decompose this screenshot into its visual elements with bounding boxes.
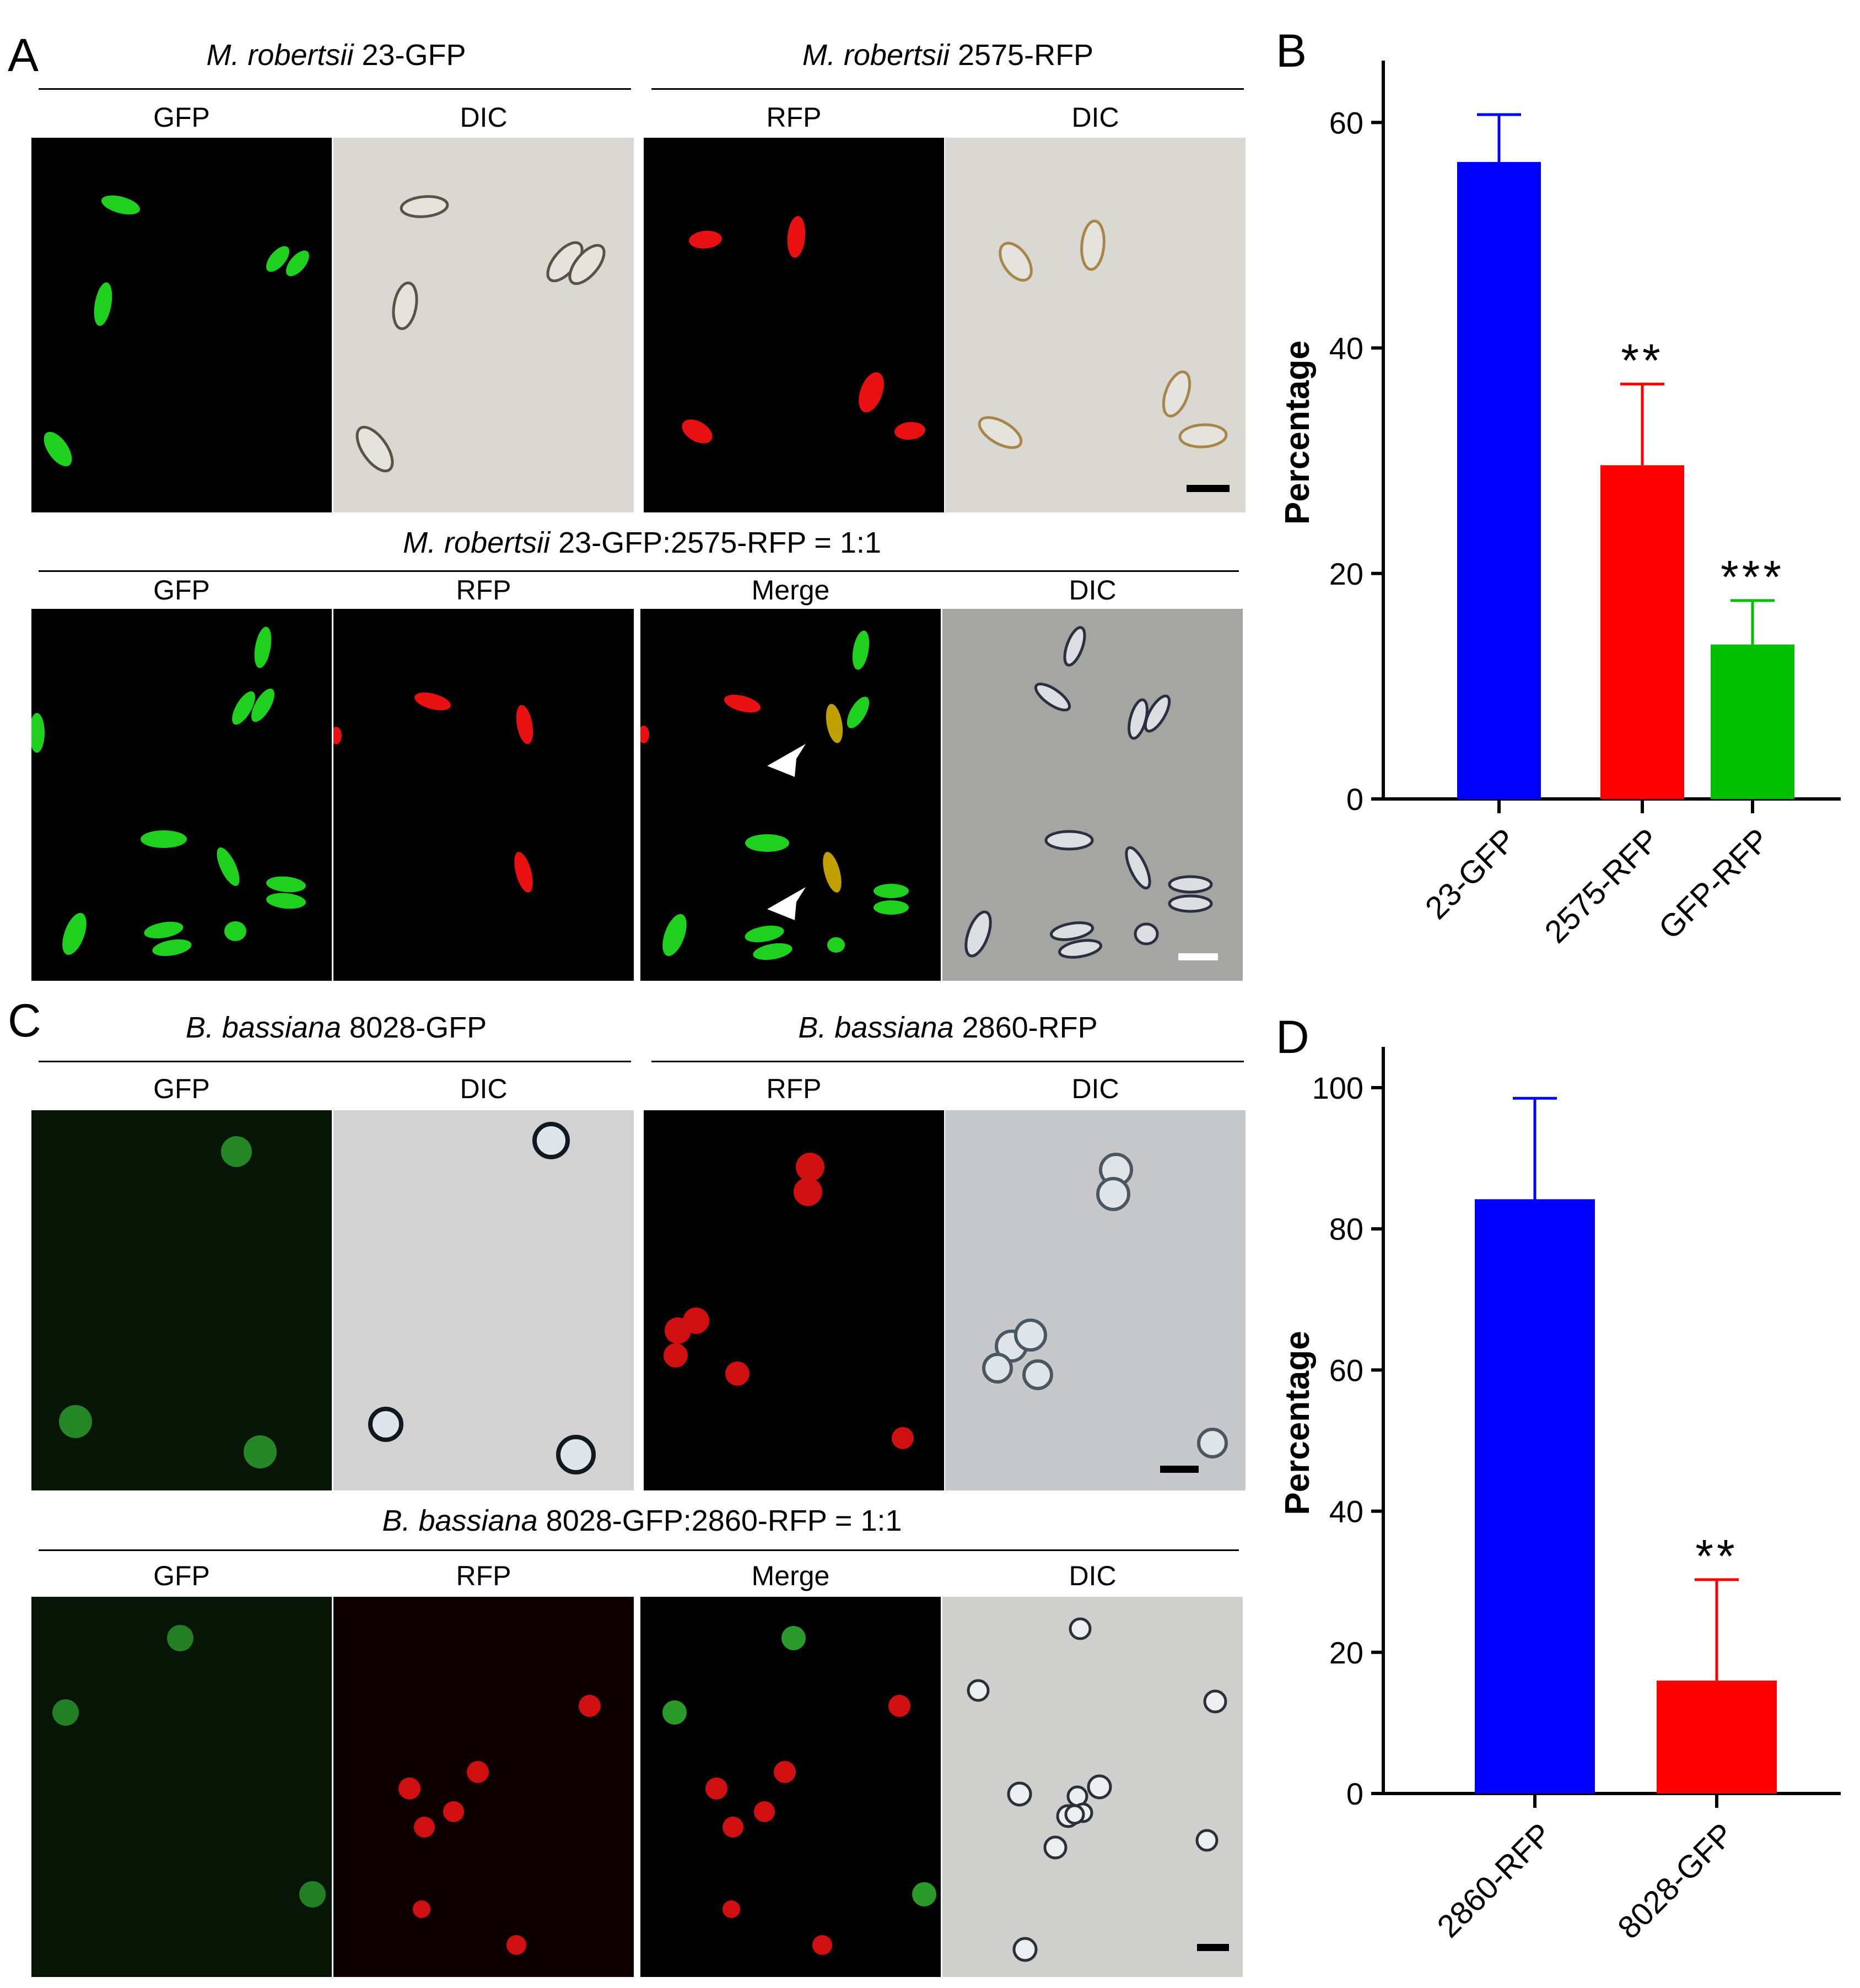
rfp-micrograph <box>333 609 634 981</box>
gfp-micrograph <box>31 1597 332 1977</box>
x-tick-label: 2575-RFP <box>1538 822 1666 950</box>
bar-2860-RFP <box>1475 1199 1595 1793</box>
y-tick-label: 0 <box>1346 1776 1363 1811</box>
chart-b: 0 20 40 60 Percentage 23-GFP ** 2575-RFP *** GFP-… <box>1262 44 1852 992</box>
significance-label: ** <box>1695 1530 1738 1582</box>
chart-d-svg: 0 20 40 60 80 100 Percentage 2860-RFP ** 8028-GFP <box>1279 1047 1841 1946</box>
divider-line <box>39 88 631 90</box>
gfp-micrograph <box>31 609 332 981</box>
y-tick-label: 20 <box>1329 1635 1363 1670</box>
divider-line <box>39 570 1239 572</box>
y-axis-label: Percentage <box>1279 1331 1317 1515</box>
panel-label-rfp: RFP <box>766 102 822 133</box>
scale-bar <box>1187 485 1230 492</box>
x-tick-label: GFP-RFP <box>1652 822 1776 946</box>
panel-label-dic: DIC <box>1071 102 1119 133</box>
dic-micrograph <box>945 1110 1246 1490</box>
gfp-micrograph <box>31 138 332 512</box>
panel-letter-a: A <box>8 29 39 81</box>
arrowhead-icon <box>767 744 806 920</box>
panel-label-gfp: GFP <box>153 1073 210 1104</box>
panel-label-merge: Merge <box>751 575 830 606</box>
y-tick-label: 60 <box>1329 1353 1363 1387</box>
bar-23-GFP <box>1457 161 1541 799</box>
y-tick-label: 60 <box>1329 105 1363 140</box>
merge-micrograph <box>640 1597 941 1977</box>
panel-letter-b: B <box>1276 25 1307 77</box>
panel-a-merge-title: M. robertsii 23-GFP:2575-RFP = 1:1 <box>403 526 881 559</box>
x-tick-label: 8028-GFP <box>1611 1816 1740 1946</box>
scale-bar <box>1160 1466 1199 1473</box>
rfp-micrograph <box>644 1110 944 1490</box>
dic-micrograph <box>945 138 1246 512</box>
chart-d: 0 20 40 60 80 100 Percentage 2860-RFP ** 8028-GFP <box>1262 1030 1852 1978</box>
rfp-micrograph <box>333 1597 634 1977</box>
dic-micrograph <box>333 138 634 512</box>
panel-label-dic: DIC <box>1069 575 1117 606</box>
panel-label-dic: DIC <box>460 1073 508 1104</box>
y-tick-label: 80 <box>1329 1212 1363 1246</box>
panel-label-rfp: RFP <box>456 1560 511 1591</box>
rfp-micrograph <box>644 138 944 512</box>
panel-label-dic: DIC <box>1069 1560 1117 1591</box>
divider-line <box>651 88 1244 90</box>
y-tick-label: 40 <box>1329 331 1363 366</box>
dic-micrograph <box>942 1597 1243 1977</box>
x-tick-label: 2860-RFP <box>1430 1816 1559 1944</box>
chart-b-svg: 0 20 40 60 Percentage 23-GFP ** 2575-RFP *** GFP-… <box>1279 61 1841 950</box>
divider-line <box>651 1061 1244 1062</box>
panel-label-dic: DIC <box>1071 1073 1119 1104</box>
y-axis-label: Percentage <box>1279 341 1317 525</box>
panel-c-merge-title: B. bassiana 8028-GFP:2860-RFP = 1:1 <box>382 1504 902 1537</box>
panel-label-gfp: GFP <box>153 575 210 606</box>
panel-label-gfp: GFP <box>153 102 210 133</box>
y-tick-label: 20 <box>1329 557 1363 591</box>
dic-micrograph <box>333 1110 634 1490</box>
gfp-micrograph <box>31 1110 332 1490</box>
panel-c-left-title: B. bassiana 8028-GFP <box>185 1011 487 1044</box>
panel-label-gfp: GFP <box>153 1560 210 1591</box>
panel-label-rfp: RFP <box>766 1073 822 1104</box>
panel-a-left-title: M. robertsii 23-GFP <box>206 39 466 72</box>
scale-bar <box>1178 953 1218 960</box>
panel-label-merge: Merge <box>751 1560 830 1591</box>
divider-line <box>39 1549 1239 1551</box>
y-tick-label: 100 <box>1312 1071 1363 1105</box>
significance-label: *** <box>1721 551 1784 603</box>
divider-line <box>39 1061 631 1062</box>
x-tick-label: 23-GFP <box>1419 822 1523 926</box>
significance-label: ** <box>1621 334 1663 386</box>
y-tick-label: 40 <box>1329 1494 1363 1529</box>
panel-letter-d: D <box>1276 1011 1309 1063</box>
dic-micrograph <box>942 609 1243 981</box>
scale-bar <box>1197 1944 1229 1951</box>
bar-8028-GFP <box>1657 1681 1777 1793</box>
panel-letter-c: C <box>8 995 41 1046</box>
bar-GFP-RFP <box>1711 644 1794 799</box>
panel-a-right-title: M. robertsii 2575-RFP <box>802 39 1094 72</box>
merge-micrograph <box>640 609 941 981</box>
panel-label-dic: DIC <box>460 102 508 133</box>
bar-2575-RFP <box>1600 465 1684 799</box>
panel-label-rfp: RFP <box>456 575 511 606</box>
y-tick-label: 0 <box>1346 782 1363 817</box>
panel-c-right-title: B. bassiana 2860-RFP <box>798 1011 1098 1044</box>
